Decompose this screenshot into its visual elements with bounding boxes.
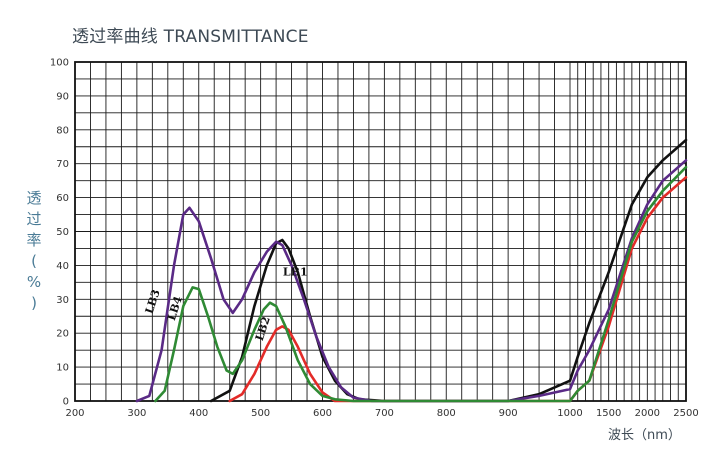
y-tick-label: 50: [56, 227, 69, 238]
y-tick-label: 20: [56, 329, 69, 340]
y-axis-label-char: 过: [26, 210, 42, 228]
chart-title: 透过率曲线 TRANSMITTANCE: [72, 27, 309, 47]
y-tick-label: 40: [56, 261, 69, 272]
x-tick-label: 1500: [596, 408, 621, 419]
grid-lines: [75, 62, 686, 401]
y-axis-label-char: 率: [26, 231, 42, 249]
x-tick-label: 2000: [635, 408, 660, 419]
x-tick-label: 200: [65, 408, 84, 419]
x-tick-label: 800: [437, 408, 456, 419]
x-axis-label: 波长（nm）: [608, 428, 681, 443]
x-tick-label: 600: [313, 408, 332, 419]
series-label-lb1: LB1: [283, 266, 308, 279]
y-tick-label: 60: [56, 193, 69, 204]
y-tick-label: 100: [50, 58, 69, 69]
x-tick-label: 900: [499, 408, 518, 419]
x-tick-label: 1000: [557, 408, 582, 419]
y-axis-label-char: ): [31, 294, 37, 312]
y-tick-label: 10: [56, 363, 69, 374]
series-line-lb3: [135, 159, 688, 403]
y-axis-label-char: 透: [26, 189, 42, 207]
y-tick-label: 0: [63, 397, 69, 408]
y-axis-label: 透 过 率 ( % ): [22, 188, 46, 314]
y-tick-label: 90: [56, 91, 69, 102]
series-line-lb4: [154, 165, 688, 403]
x-tick-label: 2500: [673, 408, 698, 419]
y-tick-label: 70: [56, 159, 69, 170]
x-tick-label: 300: [127, 408, 146, 419]
y-tick-label: 80: [56, 125, 69, 136]
y-tick-label: 30: [56, 295, 69, 306]
x-tick-label: 700: [375, 408, 394, 419]
x-tick-label: 400: [189, 408, 208, 419]
x-tick-label: 500: [251, 408, 270, 419]
y-axis-label-char: %: [26, 273, 42, 291]
y-axis-label-char: (: [31, 252, 37, 270]
